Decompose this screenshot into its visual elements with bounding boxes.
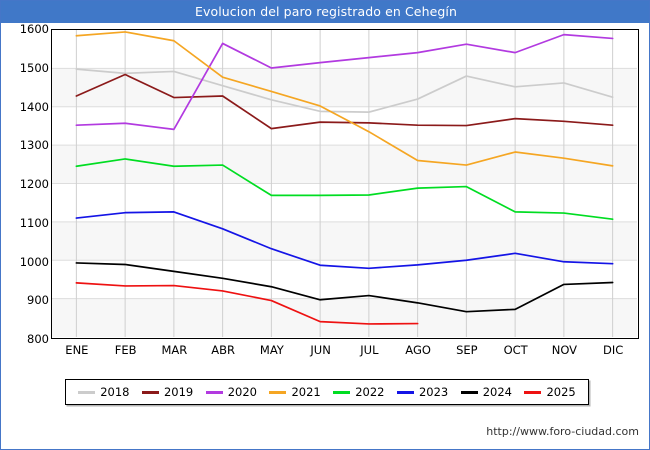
x-tick-label-feb: FEB bbox=[114, 343, 137, 357]
legend-swatch-2025 bbox=[524, 390, 542, 394]
chart-area: 800 900 1000 1100 1200 1300 1400 1500 1600 ENE FE… bbox=[1, 22, 649, 373]
grid-band bbox=[52, 298, 637, 337]
chart-legend: 2018 2019 2020 2021 2022 2023 2024 2025 bbox=[65, 379, 589, 405]
y-tick-label: 1400 bbox=[19, 99, 49, 114]
legend-label-2022: 2022 bbox=[355, 385, 385, 399]
legend-swatch-2024 bbox=[460, 390, 478, 394]
y-tick-label: 1100 bbox=[19, 215, 49, 230]
y-tick-label: 1500 bbox=[19, 60, 49, 75]
legend-label-2020: 2020 bbox=[227, 385, 258, 399]
x-tick-label-ago: AGO bbox=[405, 343, 431, 357]
x-tick-label-sep: SEP bbox=[456, 343, 478, 357]
grid-band bbox=[52, 68, 637, 107]
legend-item-2025[interactable]: 2025 bbox=[524, 385, 576, 399]
x-tick-label-may: MAY bbox=[259, 343, 284, 357]
grid-band bbox=[52, 145, 637, 184]
series-line-2024 bbox=[75, 262, 614, 313]
x-tick-label-mar: MAR bbox=[161, 343, 188, 357]
legend-label-2023: 2023 bbox=[418, 385, 449, 399]
series-line-2020 bbox=[75, 33, 614, 131]
legend-item-2018[interactable]: 2018 bbox=[78, 385, 130, 399]
window-title-bar: Evolucion del paro registrado en Cehegín bbox=[1, 1, 649, 23]
y-tick-label: 1200 bbox=[19, 177, 49, 191]
legend-swatch-2019 bbox=[141, 390, 159, 394]
series-line-2018 bbox=[75, 68, 614, 113]
legend-label-2025: 2025 bbox=[546, 385, 576, 399]
y-tick-label: 1600 bbox=[19, 22, 49, 36]
series-line-2021 bbox=[75, 31, 614, 167]
line-chart-svg bbox=[52, 30, 637, 337]
x-axis-labels: ENE FEB MAR ABR MAY JUN JUL AGO SEP OCT NOV DIC bbox=[51, 341, 639, 365]
y-tick-label: 1300 bbox=[19, 138, 49, 153]
plot-canvas bbox=[51, 29, 639, 339]
page-title: Evolucion del paro registrado en Cehegín bbox=[194, 4, 458, 19]
grid-band bbox=[52, 221, 637, 261]
legend-swatch-2021 bbox=[269, 390, 287, 394]
x-tick-label-abr: ABR bbox=[211, 343, 235, 357]
legend-item-2019[interactable]: 2019 bbox=[141, 385, 194, 399]
x-tick-label-dic: DIC bbox=[602, 343, 624, 357]
y-tick-label: 900 bbox=[27, 293, 49, 308]
legend-swatch-2022 bbox=[333, 390, 351, 394]
legend-swatch-2018 bbox=[78, 390, 96, 394]
x-tick-label-nov: NOV bbox=[551, 343, 578, 357]
legend-label-2018: 2018 bbox=[100, 385, 130, 399]
legend-label-2024: 2024 bbox=[482, 385, 513, 399]
legend-item-2022[interactable]: 2022 bbox=[333, 385, 385, 399]
series-line-2023 bbox=[75, 211, 614, 270]
legend-swatch-2023 bbox=[396, 390, 414, 394]
y-tick-label: 1000 bbox=[19, 254, 49, 269]
series-line-2022 bbox=[75, 158, 614, 221]
legend-item-2023[interactable]: 2023 bbox=[396, 385, 449, 399]
legend-label-2019: 2019 bbox=[163, 385, 194, 399]
x-tick-label-jun: JUN bbox=[310, 343, 331, 357]
x-tick-label-ene: ENE bbox=[65, 343, 89, 357]
legend-swatch-2020 bbox=[205, 390, 223, 394]
x-tick-label-jul: JUL bbox=[360, 343, 379, 357]
series-line-2019 bbox=[75, 73, 614, 130]
legend-item-2020[interactable]: 2020 bbox=[205, 385, 258, 399]
series-line-2025 bbox=[75, 282, 419, 325]
legend-item-2021[interactable]: 2021 bbox=[269, 385, 321, 399]
legend-item-2024[interactable]: 2024 bbox=[460, 385, 513, 399]
y-axis-labels: 800 900 1000 1100 1200 1300 1400 1500 1600 bbox=[1, 22, 49, 346]
x-tick-label-oct: OCT bbox=[503, 343, 528, 357]
y-tick-label: 800 bbox=[27, 332, 49, 346]
legend-label-2021: 2021 bbox=[291, 385, 321, 399]
source-url: http://www.foro-ciudad.com bbox=[486, 425, 639, 438]
